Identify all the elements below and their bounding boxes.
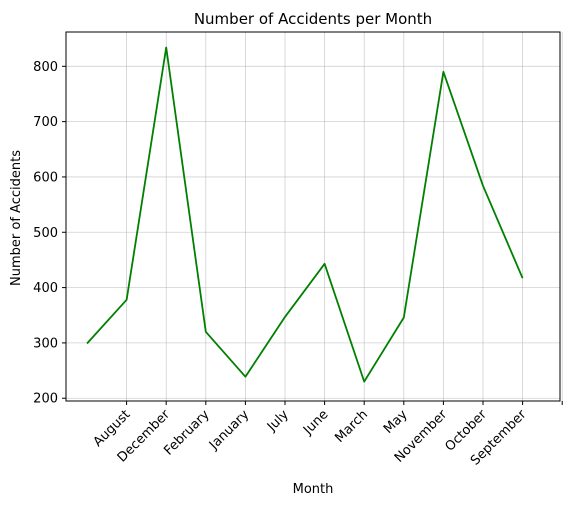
x-tick-label: March [332, 407, 371, 446]
plot-frame [65, 31, 561, 402]
grid-lines [66, 32, 563, 401]
y-tick-label: 800 [33, 60, 58, 75]
x-axis-label: Month [293, 482, 334, 497]
x-tick-label: July [264, 407, 292, 435]
x-tick-label: January [206, 407, 252, 453]
y-tick-label: 300 [33, 336, 58, 351]
y-tick-label: 700 [33, 115, 58, 130]
y-tick-label: 400 [33, 281, 58, 296]
series-layer [86, 46, 524, 383]
series-line [86, 46, 524, 383]
chart-title: Number of Accidents per Month [194, 10, 432, 28]
x-tick-label: May [381, 407, 411, 437]
y-tick-label: 600 [33, 170, 58, 185]
x-tick-label: June [300, 407, 331, 438]
y-axis-label: Number of Accidents [9, 150, 24, 286]
y-tick-label: 500 [33, 226, 58, 241]
y-tick-label: 200 [33, 392, 58, 407]
